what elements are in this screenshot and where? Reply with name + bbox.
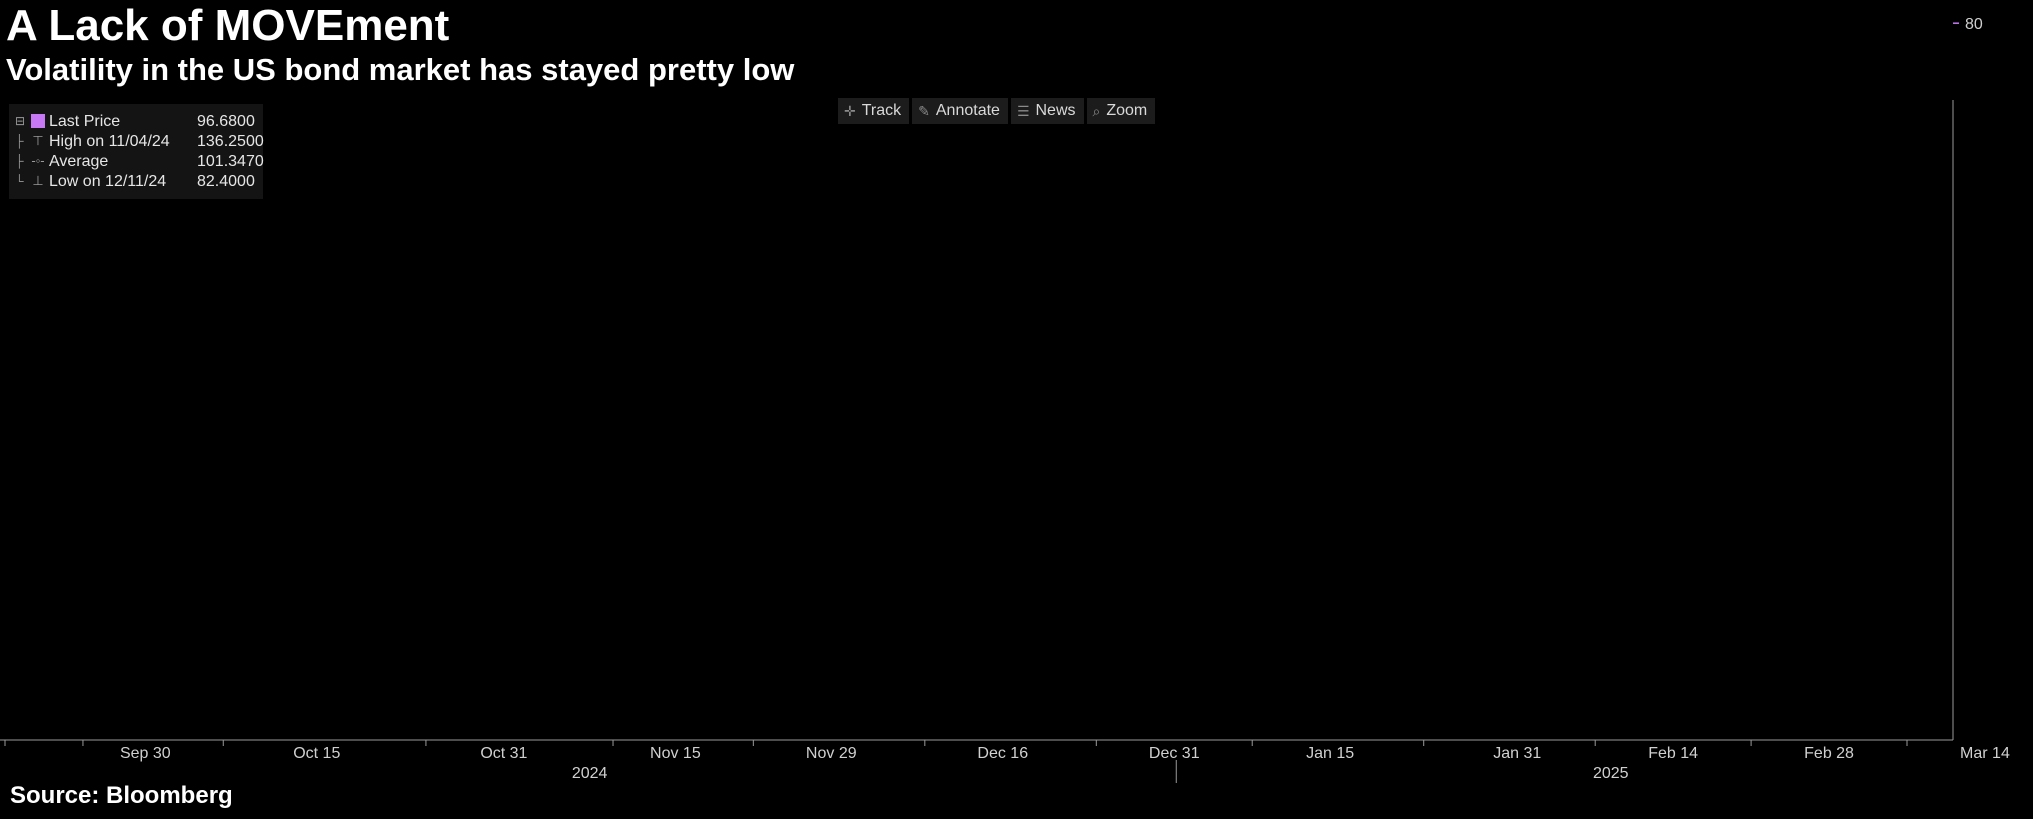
x-tick-label: Sep 30 <box>120 745 171 762</box>
legend-row-low[interactable]: └ ⊥ Low on 12/11/24 82.4000 <box>9 172 263 192</box>
zoom-label: Zoom <box>1106 102 1148 119</box>
x-tick-label: Dec 31 <box>1149 745 1200 762</box>
tree-branch-icon: ├ <box>15 154 24 168</box>
zoom-button[interactable]: ⌕ Zoom <box>1086 98 1156 124</box>
pencil-icon: ✎ <box>918 103 930 119</box>
chart-subtitle: Volatility in the US bond market has sta… <box>6 52 795 87</box>
legend-high-value: 136.2500 <box>197 133 264 150</box>
chart-toolbar: ✛ Track ✎ Annotate ☰ News ⌕ Zoom <box>838 98 1156 124</box>
track-button[interactable]: ✛ Track <box>838 98 910 124</box>
legend-average-value: 101.3470 <box>197 153 264 170</box>
x-tick-label: Oct 15 <box>293 745 340 762</box>
x-tick-label: Mar 14 <box>1960 745 2010 762</box>
source-note: Source: Bloomberg <box>10 782 233 809</box>
news-icon: ☰ <box>1016 103 1030 119</box>
legend-panel: ⊟ Last Price 96.6800 ├ ⊤ High on 11/04/2… <box>9 104 264 199</box>
x-tick-label: Oct 31 <box>480 745 527 762</box>
crosshair-icon: ✛ <box>844 103 856 119</box>
x-tick-label: Nov 29 <box>806 745 857 762</box>
legend-low-label: Low on 12/11/24 <box>49 173 167 190</box>
tree-branch-icon: ├ <box>15 134 24 148</box>
legend-row-high[interactable]: ├ ⊤ High on 11/04/24 136.2500 <box>9 132 264 152</box>
legend-average-label: Average <box>49 153 109 170</box>
legend-last-price-value: 96.6800 <box>197 113 255 130</box>
x-tick-label: Nov 15 <box>650 745 701 762</box>
x-tick-label: Jan 15 <box>1306 745 1354 762</box>
annotate-label: Annotate <box>935 102 1000 119</box>
tree-branch-icon: └ <box>15 174 24 188</box>
news-label: News <box>1035 102 1076 119</box>
series-swatch <box>31 114 45 128</box>
collapse-icon[interactable]: ⊟ <box>15 114 26 128</box>
magnifier-icon: ⌕ <box>1092 103 1101 119</box>
legend-row-last-price[interactable]: ⊟ Last Price 96.6800 <box>9 112 263 132</box>
high-marker-icon: ⊤ <box>32 133 44 148</box>
x-tick-label: Feb 28 <box>1804 745 1854 762</box>
low-marker-icon: ⊥ <box>32 173 44 188</box>
news-button[interactable]: ☰ News <box>1010 98 1084 124</box>
annotate-button[interactable]: ✎ Annotate <box>912 98 1008 124</box>
legend-high-label: High on 11/04/24 <box>49 133 170 150</box>
x-tick-label: Feb 14 <box>1648 745 1698 762</box>
legend-low-value: 82.4000 <box>197 173 255 190</box>
year-label: 2024 <box>572 765 608 782</box>
average-marker-icon: -◦- <box>31 153 45 168</box>
chart-title: A Lack of MOVEment <box>6 1 450 50</box>
year-label: 2025 <box>1593 765 1629 782</box>
x-tick-label: Dec 16 <box>977 745 1028 762</box>
x-tick-label: Jan 31 <box>1493 745 1541 762</box>
y-tick-label: 80 <box>1965 16 1983 33</box>
legend-row-average[interactable]: ├ -◦- Average 101.3470 <box>9 152 264 172</box>
track-label: Track <box>861 102 902 119</box>
legend-last-price-label: Last Price <box>49 113 121 130</box>
